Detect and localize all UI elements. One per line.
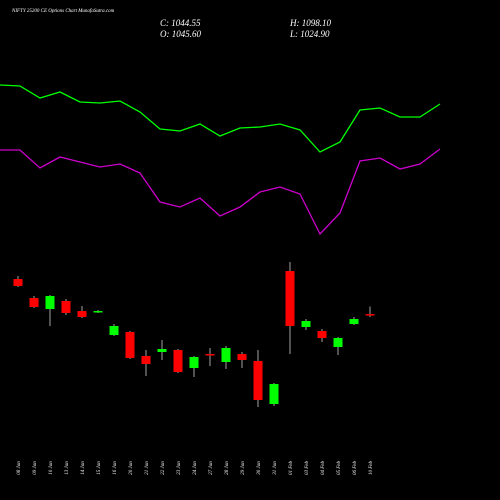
- x-tick-label: 04 Feb: [321, 460, 326, 475]
- x-tick-label: 29 Jan: [241, 461, 246, 475]
- x-tick-label: 01 Feb: [289, 460, 294, 475]
- open-text: O: 1045.60: [160, 29, 201, 39]
- x-tick-label: 30 Jan: [257, 461, 262, 475]
- x-tick-label: 31 Jan: [273, 461, 278, 475]
- candle-body: [93, 311, 103, 313]
- x-tick-label: 09 Jan: [33, 461, 38, 475]
- candle-body: [77, 311, 87, 317]
- candle-body: [269, 384, 279, 404]
- candle-body: [125, 332, 135, 358]
- candle-body: [141, 356, 151, 364]
- candle-body: [109, 326, 119, 335]
- x-tick-label: 21 Jan: [145, 461, 150, 475]
- x-tick-label: 03 Feb: [305, 460, 310, 475]
- candle-body: [61, 301, 71, 313]
- x-tick-label: 24 Jan: [193, 461, 198, 475]
- candle-body: [205, 354, 215, 356]
- candle-body: [237, 354, 247, 360]
- x-tick-label: 05 Feb: [337, 460, 342, 475]
- indicator-line: [0, 84, 441, 153]
- x-tick-label: 10 Jan: [49, 461, 54, 475]
- x-tick-label: 13 Jan: [65, 461, 70, 475]
- candle-body: [317, 331, 327, 338]
- x-tick-label: 14 Jan: [81, 461, 86, 475]
- x-tick-label: 16 Jan: [113, 461, 118, 475]
- candle-body: [333, 338, 343, 347]
- candle-body: [189, 357, 199, 368]
- candle-body: [221, 348, 231, 362]
- candle-body: [285, 271, 295, 326]
- candle-body: [349, 319, 359, 324]
- x-tick-label: 27 Jan: [209, 461, 214, 475]
- candle-body: [173, 350, 183, 372]
- chart-title: NIFTY 25200 CE Options Chart MunafaSutra…: [11, 9, 115, 14]
- candle-body: [29, 298, 39, 307]
- x-tick-label: 20 Jan: [129, 461, 134, 475]
- low-text: L: 1024.90: [289, 29, 330, 39]
- candle-body: [157, 349, 167, 352]
- candle-body: [13, 279, 23, 286]
- x-tick-label: 23 Jan: [177, 461, 182, 475]
- x-tick-label: 22 Jan: [161, 461, 166, 475]
- candle-body: [301, 321, 311, 327]
- candle-body: [253, 361, 263, 400]
- close-text: C: 1044.55: [160, 18, 201, 28]
- indicator-line: [0, 148, 441, 236]
- candle-body: [365, 314, 375, 316]
- x-tick-label: 28 Jan: [225, 461, 230, 475]
- high-text: H: 1098.10: [289, 18, 331, 28]
- x-tick-label: 06 Feb: [353, 460, 358, 475]
- x-tick-label: 10 Feb: [369, 460, 374, 475]
- candle-body: [45, 296, 55, 309]
- x-tick-label: 08 Jan: [17, 461, 22, 475]
- x-tick-label: 15 Jan: [97, 461, 102, 475]
